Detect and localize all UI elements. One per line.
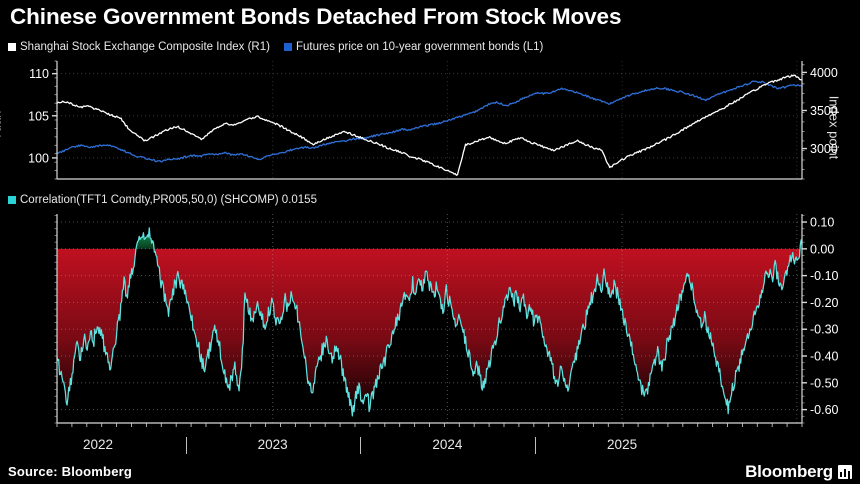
svg-text:-0.10: -0.10: [810, 269, 839, 283]
svg-text:0.10: 0.10: [810, 216, 834, 230]
legend-item-correlation[interactable]: Correlation(TFT1 Comdty,PR005,50,0) (SHC…: [8, 194, 317, 207]
x-axis-tick-label: 2025: [607, 437, 638, 452]
svg-text:3500: 3500: [810, 104, 838, 118]
svg-text:100: 100: [28, 151, 49, 165]
square-swatch-cyan-icon: [8, 196, 16, 204]
legend-label-bond-futures: Futures price on 10-year government bond…: [295, 40, 544, 53]
svg-text:4000: 4000: [810, 66, 838, 80]
x-axis-tick-label: 2024: [432, 437, 463, 452]
x-axis-tick-label: 2022: [82, 437, 113, 452]
price-chart-svg: 100 105 110 3000 3500 4000: [28, 60, 838, 180]
brand-text: Bloomberg: [745, 462, 833, 481]
legend-bottom: Correlation(TFT1 Comdty,PR005,50,0) (SHC…: [8, 193, 331, 207]
svg-text:-0.60: -0.60: [810, 403, 839, 417]
svg-text:110: 110: [29, 67, 49, 81]
x-axis-separator: [534, 437, 536, 454]
correlation-chart-svg: 0.10 0.00 -0.10 -0.20 -0.30 -0.40 -0.50 -0.60: [54, 214, 839, 427]
price-chart-panel: 100 105 110 3000 3500 4000: [0, 55, 860, 188]
legend-item-bond-futures[interactable]: Futures price on 10-year government bond…: [283, 40, 544, 54]
svg-text:-0.50: -0.50: [810, 376, 839, 390]
svg-text:0.00: 0.00: [810, 242, 834, 256]
svg-text:-0.20: -0.20: [810, 296, 839, 310]
legend-item-shcomp[interactable]: Shanghai Stock Exchange Composite Index …: [8, 41, 270, 54]
svg-text:105: 105: [28, 109, 49, 123]
legend-top: Shanghai Stock Exchange Composite Index …: [8, 40, 557, 54]
x-axis-tick-label: 2023: [257, 437, 288, 452]
bloomberg-brand: Bloomberg: [745, 462, 852, 482]
legend-label-shcomp: Shanghai Stock Exchange Composite Index …: [20, 40, 270, 53]
x-axis-separator: [185, 437, 187, 454]
svg-text:-0.40: -0.40: [810, 350, 839, 364]
correlation-chart-panel: 0.10 0.00 -0.10 -0.20 -0.30 -0.40 -0.50 -0.60: [0, 208, 860, 430]
source-label: Source: Bloomberg: [8, 464, 133, 479]
square-swatch-white-icon: [8, 43, 16, 51]
svg-text:3000: 3000: [810, 142, 838, 156]
x-axis-separator: [360, 437, 362, 454]
page-title: Chinese Government Bonds Detached From S…: [10, 4, 622, 29]
x-axis-labels: 2022 2023 2024 2025: [0, 437, 860, 459]
square-swatch-blue-icon: [283, 43, 292, 51]
svg-text:-0.30: -0.30: [810, 323, 839, 337]
bloomberg-logo-icon: [838, 465, 852, 479]
legend-label-correlation: Correlation(TFT1 Comdty,PR005,50,0) (SHC…: [20, 193, 317, 206]
